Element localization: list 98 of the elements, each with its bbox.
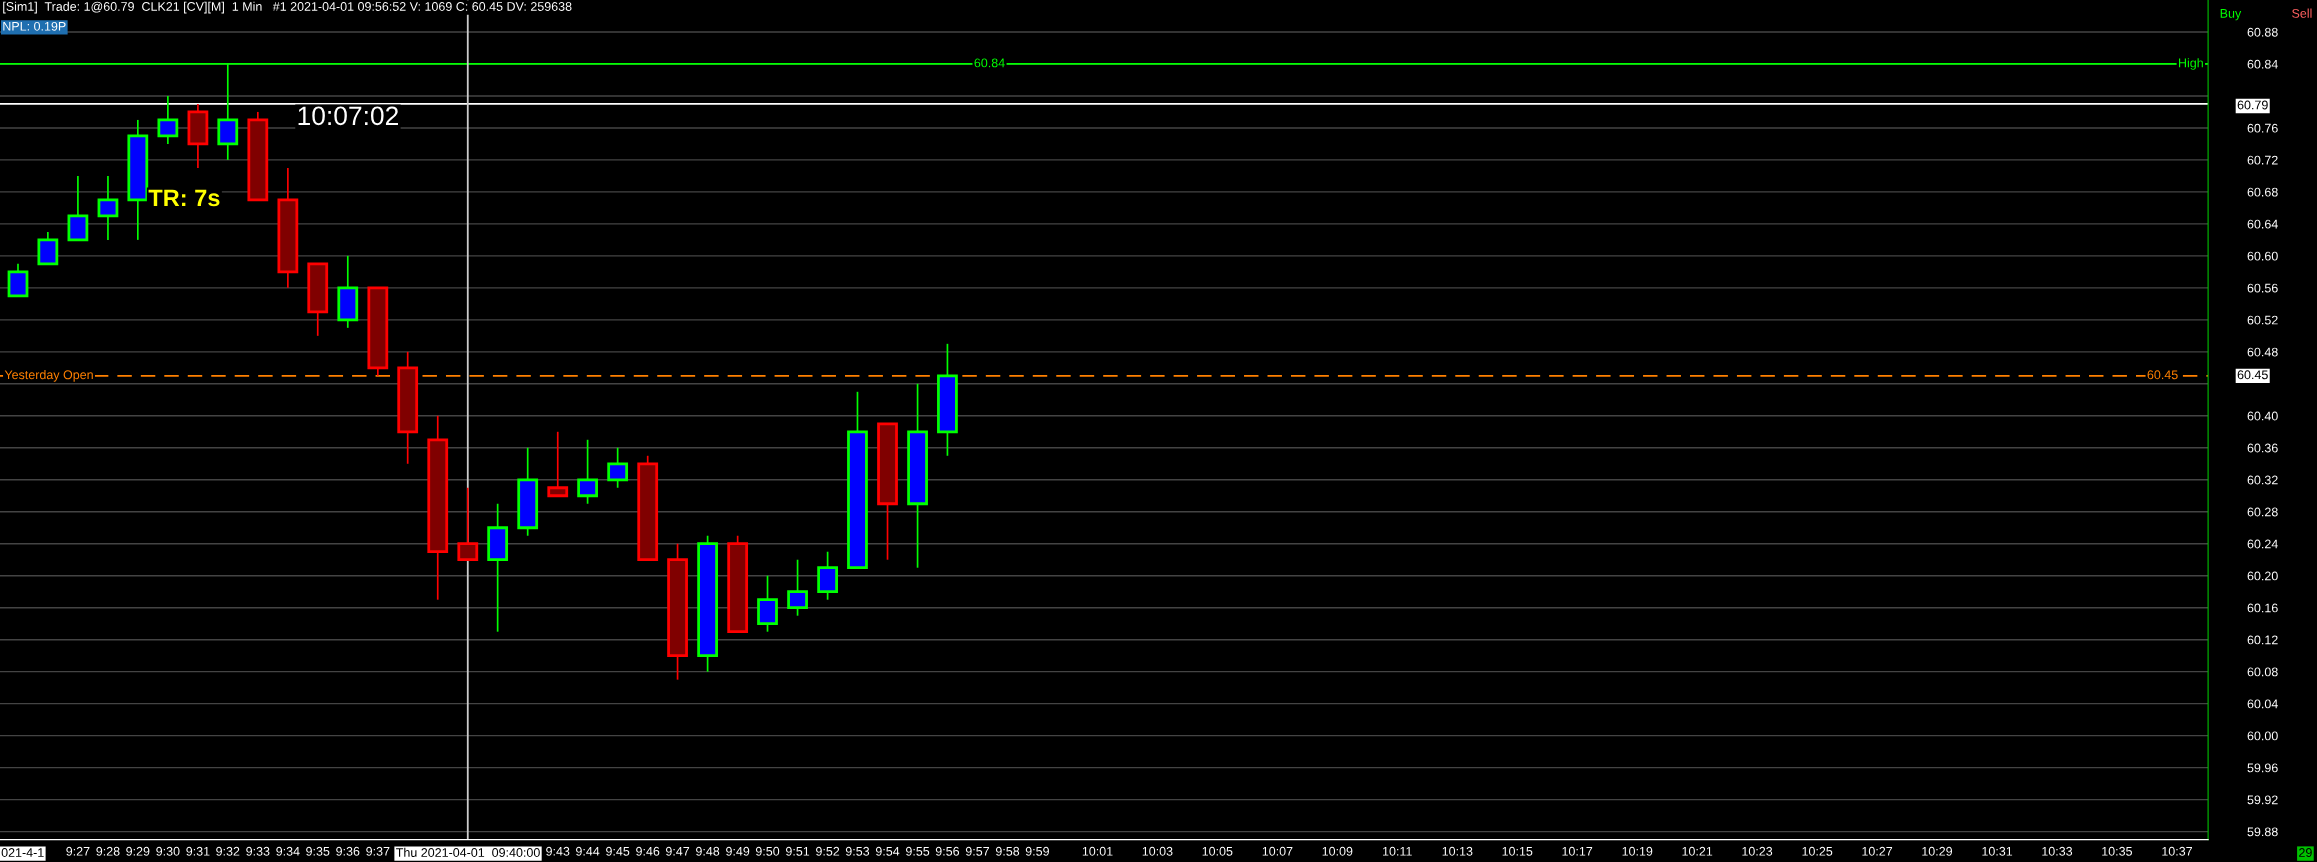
y-tick-label: 60.68 <box>2247 187 2278 197</box>
x-tick-label: 10:33 <box>2042 846 2073 856</box>
candlestick <box>457 486 479 562</box>
x-tick-label: 9:49 <box>726 846 750 856</box>
y-tick-label: 60.88 <box>2247 27 2278 37</box>
x-tick-label: 10:07 <box>1262 846 1293 856</box>
y-tick-label: 60.00 <box>2247 731 2278 741</box>
x-tick-label: 9:27 <box>66 846 90 856</box>
y-tick-label: 60.48 <box>2247 347 2278 357</box>
y-tick-label: 60.12 <box>2247 635 2278 645</box>
x-tick-label: 9:59 <box>1025 846 1049 856</box>
text: 60.79 <box>2237 100 2268 110</box>
y-tick-label: 60.84 <box>2247 59 2278 69</box>
y-tick-label: 60.56 <box>2247 283 2278 293</box>
y-tick-label: 60.08 <box>2247 667 2278 677</box>
x-tick-label: 10:35 <box>2102 846 2132 856</box>
x-tick-label: 9:44 <box>576 846 600 856</box>
candlestick <box>787 558 808 617</box>
x-tick-label: 10:09 <box>1322 846 1353 856</box>
x-tick-label: 10:03 <box>1142 846 1173 856</box>
x-tick-label: 9:50 <box>755 846 780 856</box>
x-tick-label: 9:37 <box>366 846 390 856</box>
x-tick-label: 10:27 <box>1862 846 1893 856</box>
candlestick <box>607 446 629 489</box>
text: NPL: 0.19P <box>3 21 66 31</box>
x-tick-label: 9:30 <box>156 846 180 856</box>
x-tick-label: 9:53 <box>845 846 870 856</box>
x-tick-label: 9:51 <box>785 846 810 856</box>
x-tick-label: 10:11 <box>1383 846 1412 856</box>
y-tick-label: 59.88 <box>2247 827 2278 837</box>
x-tick-label: 9:35 <box>306 846 330 856</box>
text: Thu 2021-04-01 09:40:00 <box>396 847 540 857</box>
candlestick <box>577 438 598 505</box>
x-tick-label: 10:05 <box>1202 846 1233 856</box>
x-tick-label: 9:47 <box>665 846 690 856</box>
x-tick-label: 9:34 <box>276 846 300 856</box>
x-tick-label: 10:19 <box>1622 846 1653 856</box>
x-tick-label: 9:36 <box>336 846 360 856</box>
text: Buy <box>2220 9 2242 21</box>
x-tick-label: 10:31 <box>1982 846 2013 856</box>
x-tick-label: 10:15 <box>1502 846 1533 856</box>
y-tick-label: 60.76 <box>2247 123 2278 133</box>
annotation: TR: 7s <box>148 189 220 207</box>
text: Sell <box>2292 8 2312 18</box>
ref-line-label: Yesterday Open <box>4 369 93 382</box>
x-tick-label: 9:43 <box>546 846 570 856</box>
y-tick-label: 60.72 <box>2247 155 2278 165</box>
y-tick-label: 59.96 <box>2247 763 2278 773</box>
x-tick-label: 9:32 <box>216 846 240 856</box>
x-tick-label: 9:33 <box>246 846 270 856</box>
candlestick <box>97 175 119 241</box>
candlestick <box>7 263 29 298</box>
x-tick-label: 9:45 <box>606 846 630 856</box>
x-tick-label: 10:25 <box>1802 846 1833 856</box>
y-tick-label: 60.64 <box>2247 219 2278 229</box>
x-tick-label: 10:17 <box>1562 846 1593 856</box>
x-tick-label: 9:58 <box>995 846 1020 856</box>
y-tick-label: 60.16 <box>2247 603 2278 613</box>
y-tick-label: 60.28 <box>2247 507 2278 517</box>
x-tick-label: 10:13 <box>1442 846 1473 856</box>
x-tick-label: 9:55 <box>905 846 930 856</box>
y-tick-label: 60.32 <box>2247 475 2278 485</box>
annotation: 10:07:02 <box>298 106 398 126</box>
y-tick-label: 59.92 <box>2247 795 2278 805</box>
y-tick-label: 60.40 <box>2247 411 2278 421</box>
ref-line-label: High <box>2179 58 2203 70</box>
chart-title: [Sim1] Trade: 1@60.79 CLK21 [CV][M] 1 Min #1 2021-04-01 09:56:52 V: 1069 C: 60.45 DV: 259638 <box>3 1 572 14</box>
x-tick-label: 9:31 <box>186 846 210 856</box>
candlestick <box>817 550 838 601</box>
x-tick-label: 10:37 <box>2162 846 2192 856</box>
y-tick-label: 60.36 <box>2247 443 2278 453</box>
x-tick-label: 9:56 <box>935 846 960 856</box>
candlestick <box>547 430 569 498</box>
candlestick <box>757 574 778 633</box>
x-tick-label: 9:48 <box>696 846 720 856</box>
y-tick-label: 60.20 <box>2247 571 2278 581</box>
x-tick-label: 9:46 <box>636 846 660 856</box>
text: 29 <box>2299 848 2312 857</box>
y-tick-label: 60.52 <box>2247 315 2278 325</box>
candlestick <box>157 95 179 145</box>
x-tick-label: 9:54 <box>875 846 900 856</box>
x-tick-label: 9:28 <box>96 846 120 856</box>
x-tick-label: 10:23 <box>1742 846 1773 856</box>
y-tick-label: 60.60 <box>2247 251 2278 261</box>
y-tick-label: 60.24 <box>2247 539 2278 549</box>
candlestick <box>67 175 89 242</box>
text: 60.45 <box>2237 370 2268 380</box>
annotation: 60.45 <box>2147 370 2178 380</box>
x-tick-label: 9:52 <box>816 846 840 856</box>
candlestick <box>37 231 59 266</box>
x-tick-label: 10:21 <box>1682 846 1713 856</box>
x-tick-label: 10:29 <box>1922 846 1953 856</box>
text: 021-4-1 <box>1 848 44 857</box>
x-tick-label: 10:01 <box>1082 846 1113 856</box>
y-tick-label: 60.04 <box>2247 699 2278 709</box>
annotation: 60.84 <box>974 58 1005 68</box>
x-tick-label: 9:29 <box>126 846 150 856</box>
x-tick-label: 9:57 <box>965 846 990 856</box>
